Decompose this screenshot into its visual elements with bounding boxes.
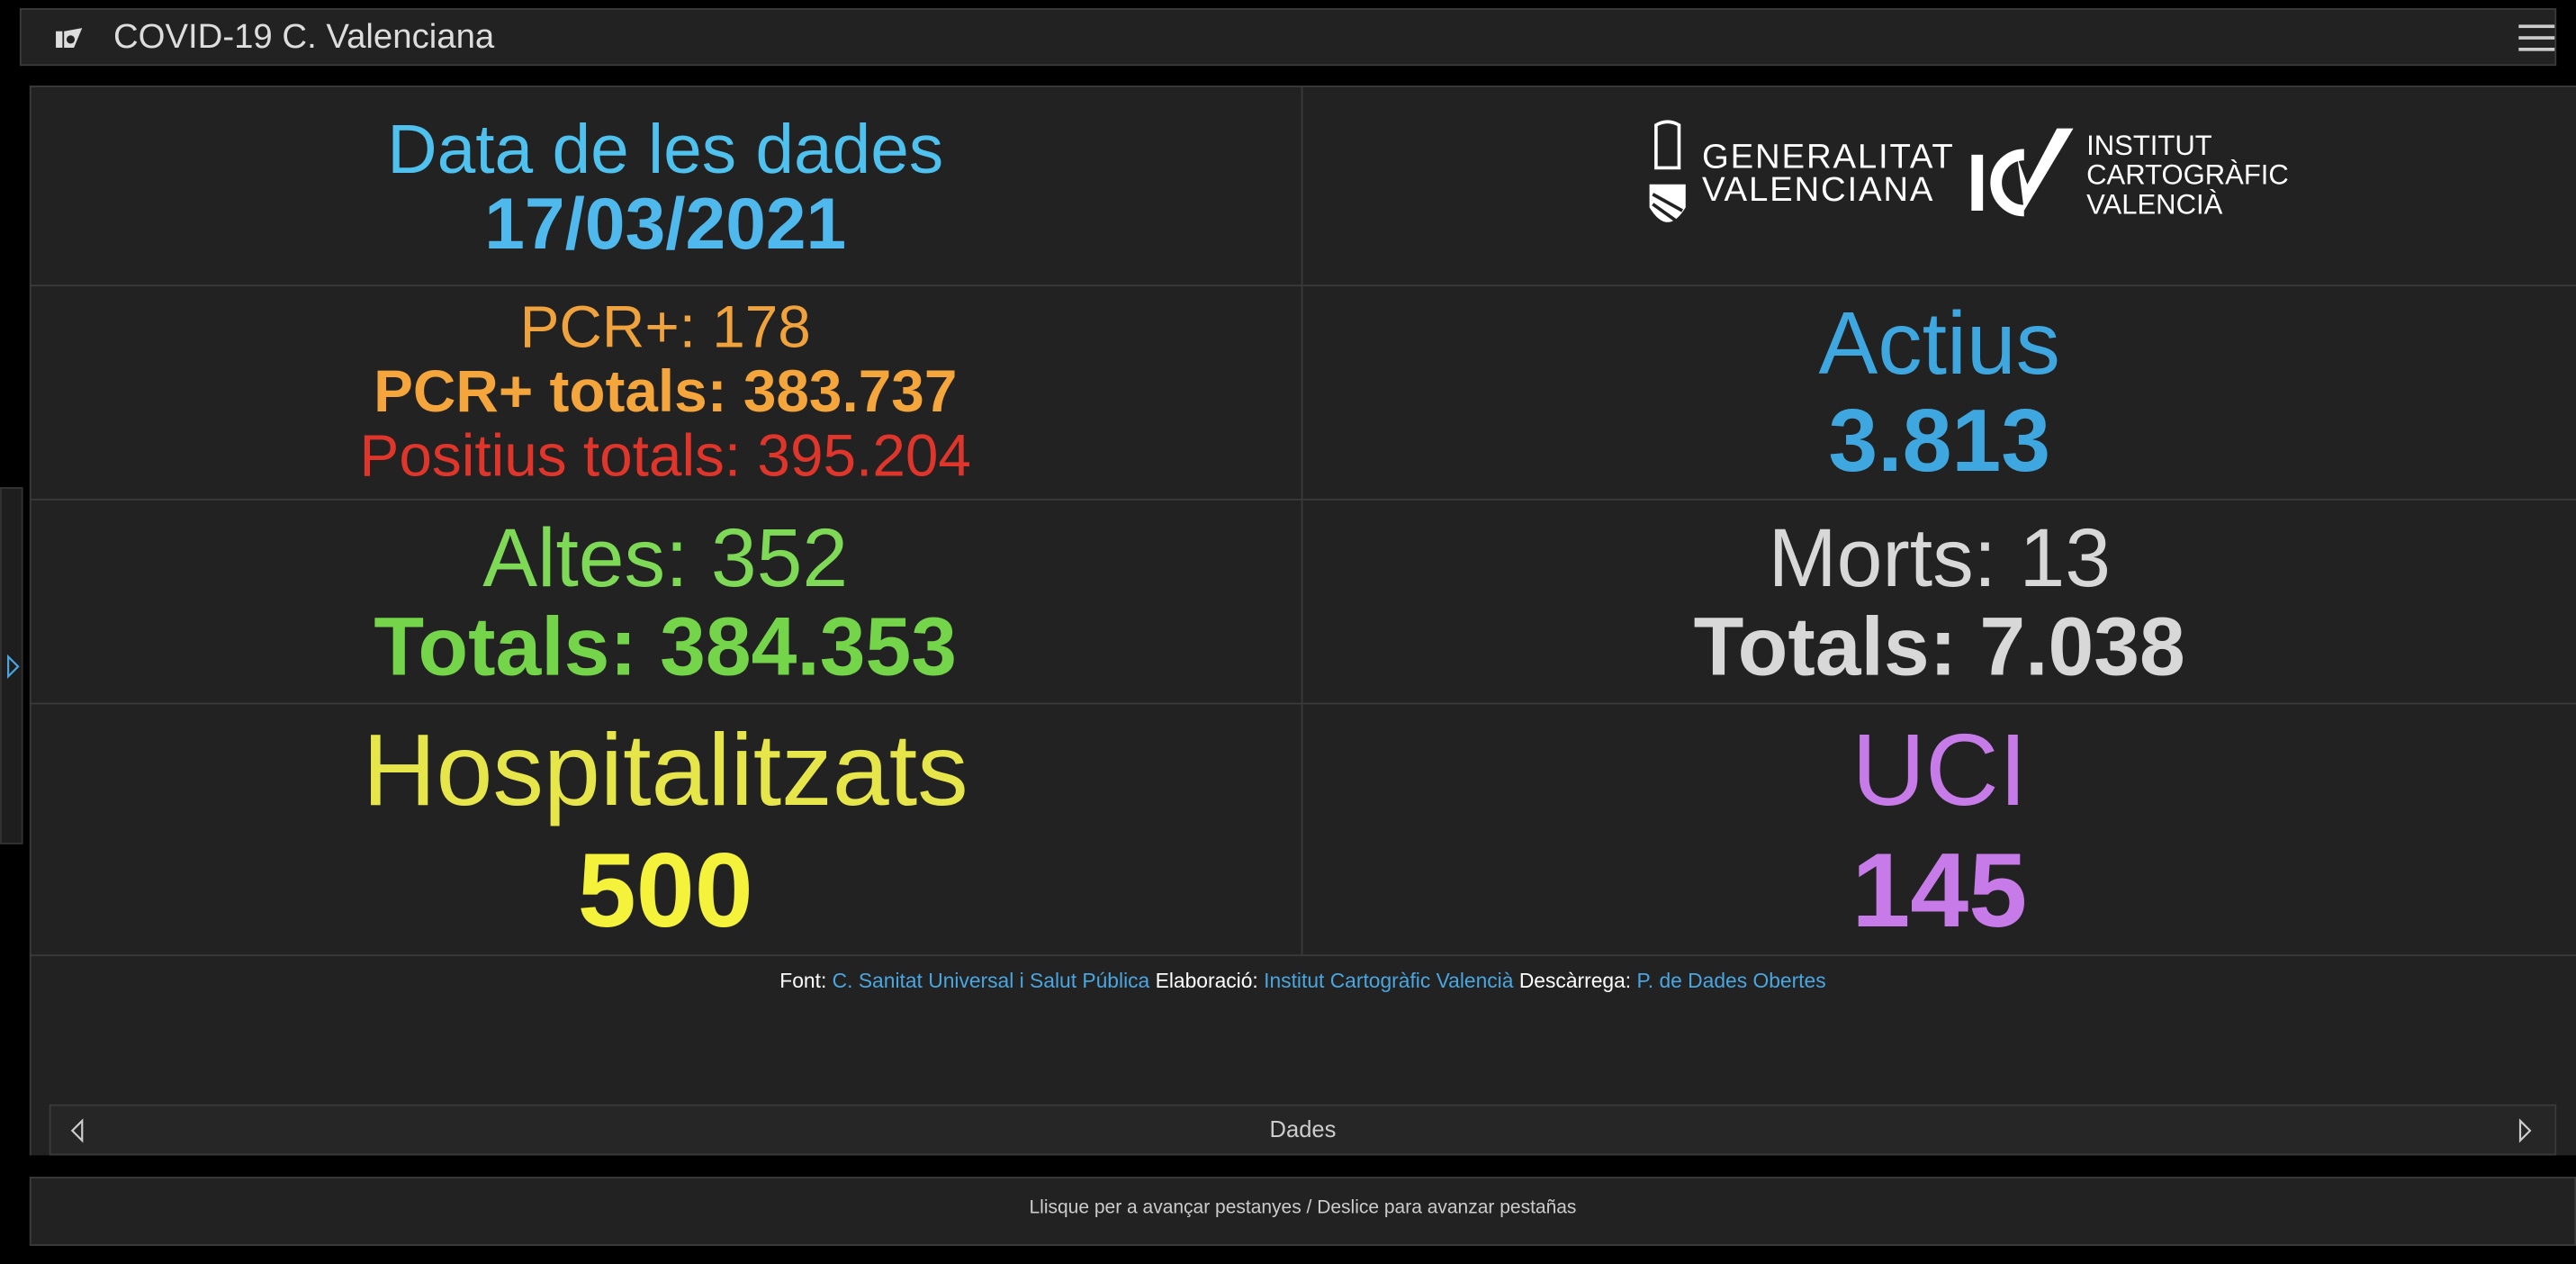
download-label: Descàrrega: <box>1518 969 1632 993</box>
active-value: 3.813 <box>1828 391 2051 490</box>
pcr-daily: PCR+: 178 <box>519 293 811 361</box>
source-label: Font: <box>779 969 827 993</box>
menu-button[interactable] <box>2518 22 2555 55</box>
positive-total: Positius totals: 395.204 <box>359 420 971 489</box>
made-label: Elaboració: <box>1155 969 1258 993</box>
nav-label: Dades <box>1269 1115 1337 1142</box>
hint-text: Llisque per a avançar pestanyes / Deslic… <box>1029 1197 1577 1218</box>
hospitalized-cell: Hospitalitzats 500 <box>30 704 1302 954</box>
pcr-total: PCR+ totals: 383.737 <box>374 357 958 425</box>
recovered-cell: Altes: 352 Totals: 384.353 <box>30 501 1302 703</box>
hospitalized-label: Hospitalitzats <box>362 713 968 827</box>
download-link[interactable]: P. de Dades Obertes <box>1636 969 1826 993</box>
logos: GENERALITAT VALENCIANA INSTITUT CARTOGRÀ… <box>1636 115 2289 239</box>
icv-logo-mark <box>1971 128 2074 217</box>
pcr-cell: PCR+: 178 PCR+ totals: 383.737 Positius … <box>30 286 1302 499</box>
row-divider <box>29 954 2576 957</box>
icu-cell: UCI 145 <box>1302 704 2576 954</box>
header-bar: COVID-19 C. Valenciana <box>19 8 2557 67</box>
active-cell: Actius 3.813 <box>1302 286 2576 499</box>
source-link[interactable]: C. Sanitat Universal i Salut Pública <box>832 969 1150 993</box>
next-button[interactable] <box>2516 1117 2535 1143</box>
deaths-total: Totals: 7.038 <box>1693 600 2185 692</box>
icu-value: 145 <box>1851 831 2028 950</box>
app-icon <box>56 28 83 49</box>
icv-line: INSTITUT <box>2086 130 2212 162</box>
deaths-cell: Morts: 13 Totals: 7.038 <box>1302 501 2576 703</box>
deaths-daily: Morts: 13 <box>1768 510 2111 603</box>
hint-bar: Llisque per a avançar pestanyes / Deslic… <box>29 1177 2576 1246</box>
side-tab[interactable] <box>0 487 23 844</box>
nav-bar: Dades <box>49 1104 2557 1156</box>
gva-logo-text: GENERALITAT VALENCIANA <box>1702 138 1955 210</box>
recovered-daily: Altes: 352 <box>482 510 849 603</box>
icv-line: CARTOGRÀFIC <box>2086 159 2289 192</box>
sources-line: Font: C. Sanitat Universal i Salut Públi… <box>30 970 2576 993</box>
recovered-total: Totals: 384.353 <box>374 600 958 692</box>
gva-line: VALENCIANA <box>1702 171 1935 210</box>
side-arrow <box>7 654 20 679</box>
icu-label: UCI <box>1851 713 2028 827</box>
date-label: Data de les dades <box>387 110 944 188</box>
icv-line: VALENCIÀ <box>2086 189 2223 221</box>
date-value: 17/03/2021 <box>484 185 847 266</box>
active-label: Actius <box>1818 294 2060 394</box>
gva-line: GENERALITAT <box>1702 138 1955 176</box>
made-link[interactable]: Institut Cartogràfic Valencià <box>1264 969 1514 993</box>
date-cell: Data de les dades 17/03/2021 <box>30 92 1302 284</box>
prev-button[interactable] <box>68 1117 87 1143</box>
app-title: COVID-19 C. Valenciana <box>113 18 495 57</box>
hospitalized-value: 500 <box>577 831 753 950</box>
icv-logo-text: INSTITUT CARTOGRÀFIC VALENCIÀ <box>2086 131 2289 221</box>
gva-logo-mark <box>1649 120 1686 222</box>
column-divider <box>1301 86 1303 955</box>
